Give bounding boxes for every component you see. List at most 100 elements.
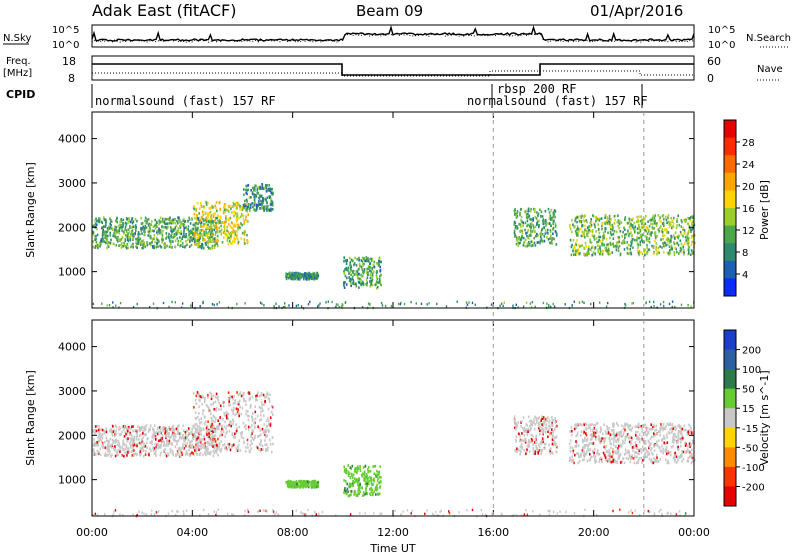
echo-cell <box>260 410 262 413</box>
echo-cell <box>95 425 97 428</box>
echo-cell <box>618 437 620 440</box>
echo-cell <box>574 428 576 431</box>
echo-cell <box>576 221 578 224</box>
echo-cell <box>297 272 299 275</box>
echo-cell <box>546 232 548 235</box>
echo-cell <box>651 219 653 222</box>
echo-cell <box>635 434 637 437</box>
echo-cell <box>231 409 233 412</box>
echo-cell <box>683 249 685 252</box>
echo-cell <box>346 483 348 486</box>
echo-cell <box>130 440 132 443</box>
echo-cell <box>368 483 370 486</box>
echo-cell <box>198 395 200 398</box>
echo-cell <box>245 424 247 427</box>
echo-cell <box>216 427 218 430</box>
echo-cell <box>173 221 175 224</box>
echo-cell <box>595 216 597 219</box>
echo-cell <box>100 438 102 441</box>
echo-cell <box>350 261 352 264</box>
echo-cell <box>226 417 228 420</box>
echo-cell <box>516 448 518 451</box>
echo-cell <box>672 427 674 430</box>
echo-cell <box>233 215 235 218</box>
echo-cell <box>660 239 662 242</box>
echo-cell <box>233 435 235 438</box>
echo-cell <box>618 236 620 239</box>
echo-cell <box>691 236 693 239</box>
echo-cell <box>173 436 175 439</box>
echo-cell <box>579 252 581 255</box>
echo-cell <box>272 436 274 439</box>
echo-cell <box>603 237 605 240</box>
echo-cell <box>109 232 111 235</box>
ytick-label: 1000 <box>58 266 86 279</box>
echo-cell <box>224 435 226 438</box>
echo-cell <box>378 264 380 267</box>
echo-cell <box>428 302 429 304</box>
echo-cell <box>121 243 123 246</box>
echo-cell <box>547 436 549 439</box>
echo-cell <box>203 435 205 438</box>
echo-cell <box>590 434 592 437</box>
echo-cell <box>359 483 361 486</box>
echo-cell <box>157 246 159 249</box>
echo-cell <box>626 457 628 460</box>
echo-cell <box>354 273 356 276</box>
echo-cell <box>691 222 693 225</box>
echo-cell <box>278 305 279 307</box>
echo-cell <box>446 305 447 307</box>
echo-cell <box>122 439 124 442</box>
echo-cell <box>547 222 549 225</box>
echo-cell <box>667 240 669 243</box>
echo-cell <box>681 219 683 222</box>
echo-cell <box>662 242 664 245</box>
echo-cell <box>93 430 95 433</box>
echo-cell <box>214 212 216 215</box>
echo-cell <box>99 221 101 224</box>
echo-cell <box>597 248 599 251</box>
echo-cell <box>536 217 538 220</box>
echo-cell <box>203 233 205 236</box>
echo-cell <box>527 424 529 427</box>
echo-cell <box>616 246 618 249</box>
echo-cell <box>632 246 634 249</box>
echo-cell <box>647 454 649 457</box>
echo-cell <box>545 423 547 426</box>
echo-cell <box>217 396 219 399</box>
echo-cell <box>210 211 212 214</box>
echo-cell <box>112 229 114 232</box>
echo-cell <box>625 304 626 306</box>
echo-cell <box>180 244 182 247</box>
echo-cell <box>115 305 116 307</box>
echo-cell <box>359 467 361 470</box>
echo-cell <box>583 455 585 458</box>
echo-cell <box>137 426 139 429</box>
echo-cell <box>96 220 98 223</box>
echo-cell <box>520 225 522 228</box>
echo-cell <box>570 459 572 462</box>
echo-cell <box>554 216 556 219</box>
echo-cell <box>194 423 196 426</box>
echo-cell <box>657 444 659 447</box>
echo-cell <box>299 480 301 483</box>
echo-cell <box>171 221 173 224</box>
echo-cell <box>578 445 580 448</box>
echo-cell <box>165 430 167 433</box>
echo-cell <box>143 234 145 237</box>
echo-cell <box>603 232 605 235</box>
echo-cell <box>550 452 552 455</box>
echo-cell <box>681 304 682 306</box>
echo-cell <box>687 236 689 239</box>
echo-cell <box>653 305 654 307</box>
echo-cell <box>103 225 105 228</box>
echo-cell <box>187 442 189 445</box>
echo-cell <box>217 419 219 422</box>
echo-cell <box>569 443 571 446</box>
echo-cell <box>630 227 632 230</box>
echo-cell <box>247 241 249 244</box>
echo-cell <box>529 450 531 453</box>
echo-cell <box>199 241 201 244</box>
echo-cell <box>571 455 573 458</box>
echo-cell <box>243 422 245 425</box>
